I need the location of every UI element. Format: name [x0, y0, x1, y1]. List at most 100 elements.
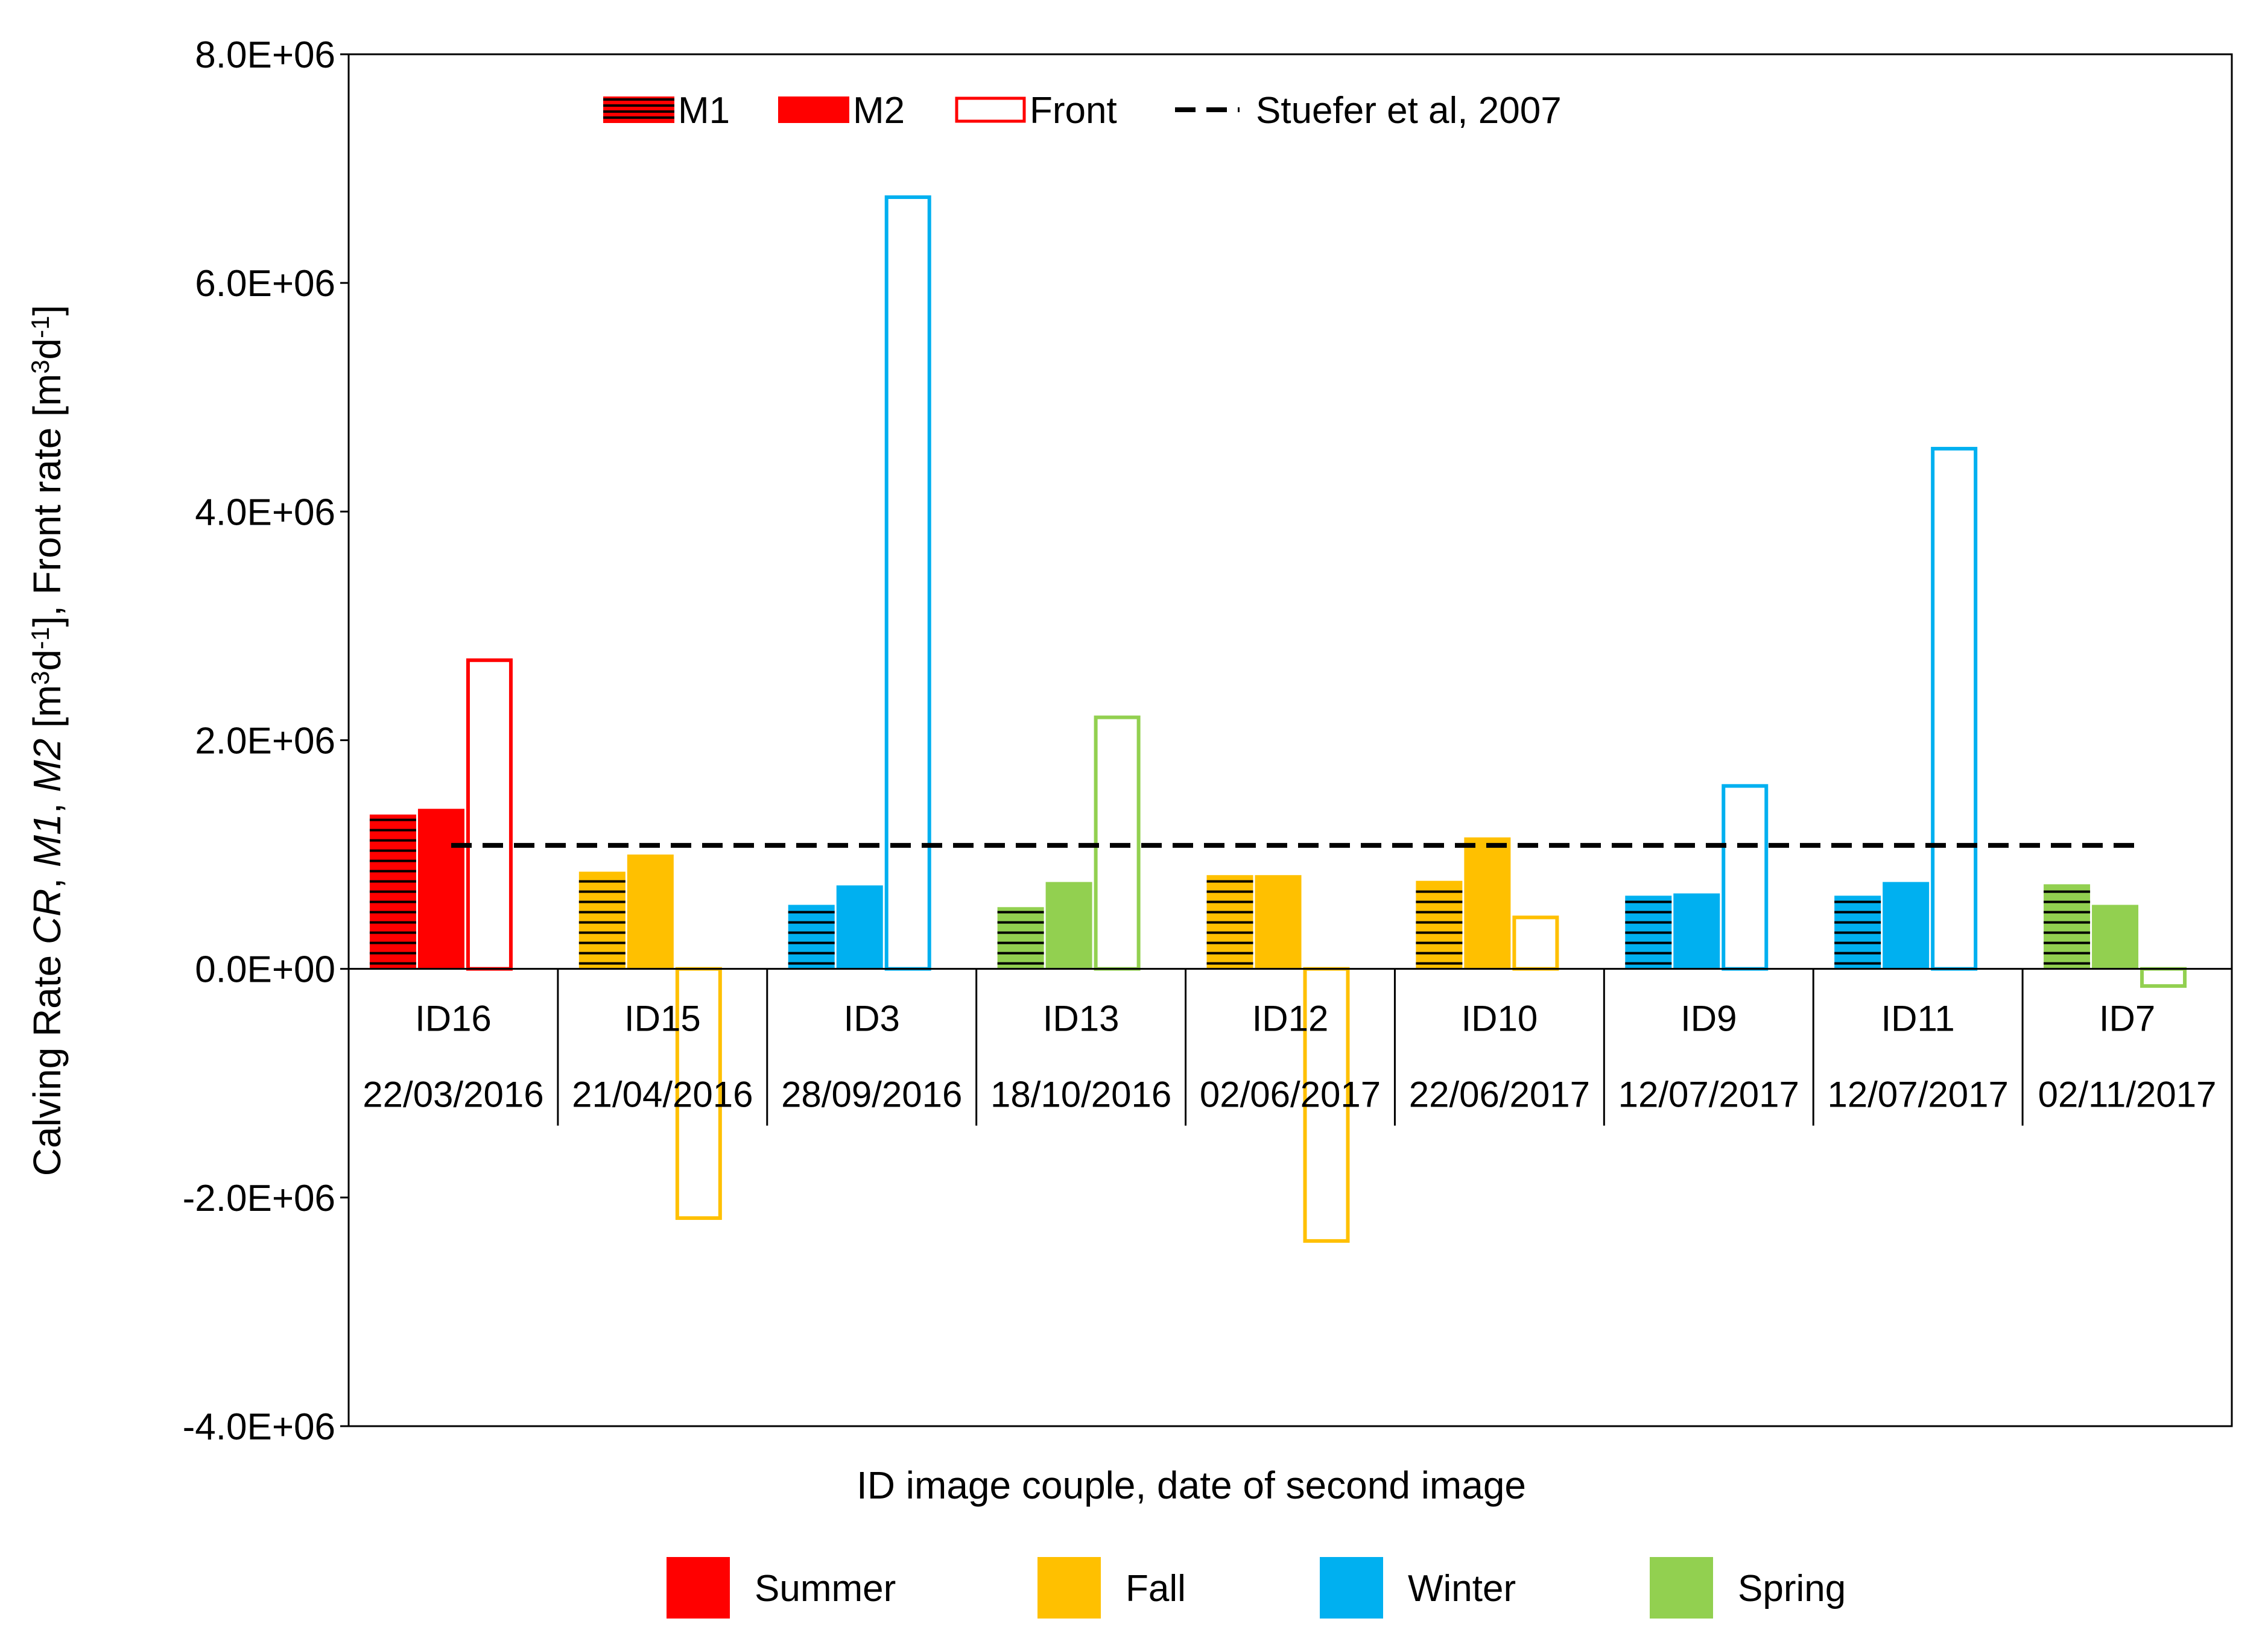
legend-label: M1 — [678, 90, 730, 131]
bar-m1-hatch — [788, 911, 835, 965]
category-id-label: ID15 — [624, 999, 701, 1039]
bar-m2 — [627, 854, 674, 969]
x-axis-label: ID image couple, date of second image — [857, 1464, 1526, 1507]
bar-m1-hatch — [1625, 900, 1672, 965]
season-label: Fall — [1126, 1568, 1186, 1609]
legend-label: Stuefer et al, 2007 — [1256, 90, 1562, 131]
category-id-label: ID7 — [2099, 999, 2155, 1039]
category-group-id3 — [788, 195, 931, 971]
bar-m2 — [836, 885, 883, 969]
legend-label: Front — [1030, 90, 1117, 131]
season-legend-fall: Fall — [1037, 1557, 1186, 1619]
bar-m1-hatch — [997, 911, 1044, 965]
season-legend-summer: Summer — [667, 1557, 896, 1619]
bar-m2 — [1045, 882, 1092, 969]
category-date-label: 02/06/2017 — [1200, 1075, 1381, 1115]
bar-m1-hatch — [1206, 880, 1253, 965]
bar-front — [2140, 967, 2187, 988]
y-tick-label: -2.0E+06 — [183, 1178, 335, 1219]
legend-item-front: Front — [955, 90, 1117, 131]
y-axis-label-part: d — [25, 649, 69, 671]
y-axis-label-part: Calving Rate — [25, 944, 69, 1176]
category-date-label: 12/07/2017 — [1828, 1075, 2009, 1115]
bar-front — [1722, 784, 1769, 971]
category-group-id9 — [1625, 784, 1769, 971]
season-swatch — [667, 1557, 730, 1619]
y-axis-label-part: -1 — [26, 316, 54, 338]
bar-m2 — [1255, 875, 1302, 969]
category-group-id15 — [578, 854, 722, 1220]
category-group-id11 — [1834, 447, 1978, 971]
y-axis-label-part: ], Front rate [m — [25, 374, 69, 627]
category-date-label: 12/07/2017 — [1618, 1075, 1799, 1115]
bar-m2 — [417, 809, 464, 969]
legend-label: M2 — [853, 90, 905, 131]
bar-front — [466, 658, 513, 971]
y-tick-label: 6.0E+06 — [195, 263, 335, 305]
season-swatch — [1320, 1557, 1383, 1619]
season-label: Spring — [1738, 1568, 1846, 1609]
season-swatch — [1650, 1557, 1713, 1619]
category-date-label: 02/11/2017 — [2038, 1075, 2217, 1115]
category-id-label: ID11 — [1881, 999, 1955, 1039]
legend-item-reference: Stuefer et al, 2007 — [1175, 90, 1562, 131]
y-axis-label-part: ] — [25, 305, 69, 316]
y-tick-label: 8.0E+06 — [195, 34, 335, 76]
y-axis-label-part: 3 — [26, 359, 54, 373]
y-axis-label-part: 3 — [26, 671, 54, 684]
y-axis-label-part: , — [25, 792, 69, 814]
y-tick-label: 4.0E+06 — [195, 491, 335, 533]
season-legend: Summer Fall Winter Spring — [667, 1557, 1846, 1619]
y-tick-label: 0.0E+00 — [195, 949, 335, 991]
bar-m1-hatch — [1416, 890, 1463, 965]
y-axis-label: Calving Rate CR, M1, M2 [m3d-1], Front r… — [25, 305, 69, 1177]
season-legend-spring: Spring — [1650, 1557, 1846, 1619]
category-date-label: 22/06/2017 — [1409, 1075, 1590, 1115]
plot-frame — [347, 53, 2233, 1427]
y-axis-label-part: CR — [25, 889, 69, 944]
bar-m2 — [1464, 837, 1511, 969]
bar-front — [1512, 915, 1559, 971]
legend-swatch-m2 — [778, 96, 849, 123]
y-axis-label-part: , — [25, 867, 69, 889]
bar-m2 — [2092, 905, 2139, 969]
bar-m1 — [1416, 880, 1463, 969]
bar-m2 — [1673, 893, 1720, 969]
y-axis-label-part: d — [25, 338, 69, 360]
season-legend-winter: Winter — [1320, 1557, 1516, 1619]
bar-m1-hatch — [1834, 900, 1881, 965]
legend-swatch-front — [955, 96, 1026, 123]
y-axis-label-part: [m — [25, 685, 69, 739]
bar-m1 — [2044, 884, 2091, 969]
bar-m2 — [1883, 882, 1930, 969]
y-tick-label: 2.0E+06 — [195, 721, 335, 762]
category-group-id10 — [1416, 837, 1559, 971]
category-id-label: ID9 — [1680, 999, 1737, 1039]
category-id-label: ID3 — [844, 999, 900, 1039]
season-swatch — [1037, 1557, 1101, 1619]
bar-front — [1931, 447, 1978, 971]
season-label: Winter — [1408, 1568, 1516, 1609]
plot-layer — [369, 195, 2187, 1243]
category-group-id12 — [1206, 875, 1350, 1243]
bar-front — [884, 195, 931, 971]
series-legend: M1 M2 Front Stuefer et al, 2007 — [603, 90, 1562, 131]
legend-item-m2: M2 — [778, 90, 905, 131]
legend-swatch-hatch — [603, 98, 674, 119]
category-group-id7 — [2044, 884, 2187, 988]
category-id-label: ID13 — [1043, 999, 1120, 1039]
bar-m1-hatch — [369, 818, 416, 965]
bar-m1-hatch — [2044, 890, 2091, 965]
y-tick-label: -4.0E+06 — [183, 1406, 335, 1448]
bar-m1 — [788, 905, 835, 969]
axes-layer: -4.0E+06 -2.0E+06 0.0E+00 2.0E+06 4.0E+06 6.0… — [183, 34, 2233, 1448]
y-axis-label-part: -1 — [26, 627, 54, 649]
season-label: Summer — [755, 1568, 896, 1609]
category-group-id16 — [369, 658, 513, 971]
category-id-label: ID16 — [415, 999, 492, 1039]
category-date-label: 28/09/2016 — [781, 1075, 962, 1115]
category-id-label: ID10 — [1462, 999, 1538, 1039]
bar-m1 — [997, 907, 1044, 969]
category-date-label: 18/10/2016 — [990, 1075, 1171, 1115]
